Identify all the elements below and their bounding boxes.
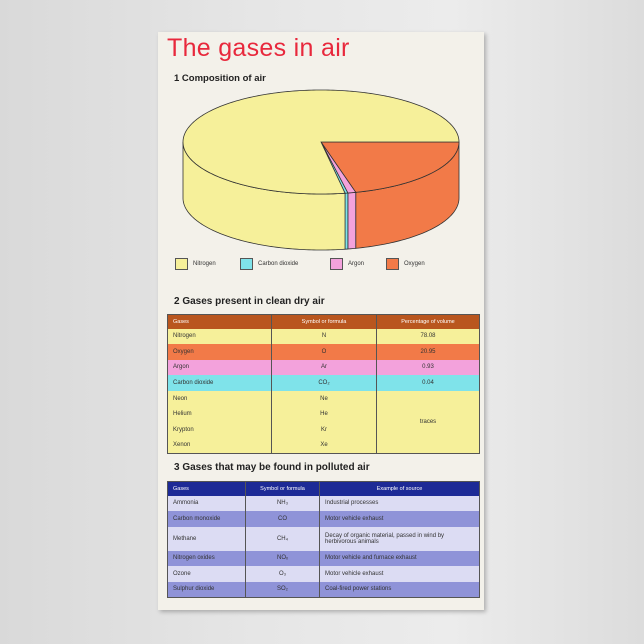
table-row: Nitrogen oxides NOₓ Motor vehicle and fu… xyxy=(167,550,480,567)
source-cell: Motor vehicle and furnace exhaust xyxy=(319,550,480,567)
table-row: Oxygen O 20.95 xyxy=(167,344,480,360)
formula-cell: O₃ xyxy=(245,566,320,582)
table-row: Sulphur dioxide SO₂ Coal-fired power sta… xyxy=(167,581,480,598)
percentage-cell: 0.04 xyxy=(376,375,480,391)
legend-swatch xyxy=(240,258,253,270)
gas-cell: Oxygen xyxy=(167,344,272,360)
col-header: Percentage of volume xyxy=(376,314,480,329)
gas-cell: Ozone xyxy=(167,566,246,582)
formula-cell: CO xyxy=(245,511,320,527)
percentage-cell: 78.08 xyxy=(376,328,480,345)
legend-label: Nitrogen xyxy=(193,261,216,267)
table-row: Carbon monoxide CO Motor vehicle exhaust xyxy=(167,511,480,527)
formula-cell: He xyxy=(271,406,377,423)
formula-cell: Xe xyxy=(271,437,377,454)
pie-slice-nitrogen xyxy=(182,89,460,195)
formula-cell: Ar xyxy=(271,359,377,376)
formula-cell: NOₓ xyxy=(245,550,320,567)
gas-cell: Neon xyxy=(167,390,272,407)
table-row: Ozone O₃ Motor vehicle exhaust xyxy=(167,566,480,582)
legend-item-argon: Argon xyxy=(330,258,364,270)
clean-air-table: Gases Symbol or formula Percentage of vo… xyxy=(167,314,480,454)
source-cell: Motor vehicle exhaust xyxy=(319,511,480,527)
source-cell: Motor vehicle exhaust xyxy=(319,566,480,582)
legend-item-carbon-dioxide: Carbon dioxide xyxy=(240,258,298,270)
poster-title: The gases in air xyxy=(167,34,350,62)
percentage-cell: 20.95 xyxy=(376,344,480,360)
col-header: Example of source xyxy=(319,481,480,496)
section1-heading: 1 Composition of air xyxy=(174,73,266,84)
formula-cell: CO₂ xyxy=(271,375,377,391)
formula-cell: CH₄ xyxy=(245,526,320,551)
legend-label: Argon xyxy=(348,261,365,267)
table-row: Argon Ar 0.93 xyxy=(167,359,480,376)
gas-cell: Sulphur dioxide xyxy=(167,581,246,598)
formula-cell: O xyxy=(271,344,377,360)
gas-cell: Carbon monoxide xyxy=(167,511,246,527)
table-row: Carbon dioxide CO₂ 0.04 xyxy=(167,375,480,391)
table-row: Neon Ne traces xyxy=(167,390,480,454)
gas-cell: Ammonia xyxy=(167,495,246,512)
col-header: Symbol or formula xyxy=(245,481,320,496)
gas-cell: Helium xyxy=(167,406,272,423)
table-row: Nitrogen N 78.08 xyxy=(167,328,480,345)
formula-cell: NH₃ xyxy=(245,495,320,512)
chart-legend: Nitrogen Carbon dioxide Argon Oxygen xyxy=(175,258,475,272)
gas-cell: Krypton xyxy=(167,422,272,438)
polluted-air-table: Gases Symbol or formula Example of sourc… xyxy=(167,481,480,598)
pie-chart xyxy=(182,89,460,251)
col-header: Gases xyxy=(167,481,246,496)
source-cell: Coal-fired power stations xyxy=(319,581,480,598)
pie-side-carbon-dioxide xyxy=(344,192,349,250)
formula-cell: N xyxy=(271,328,377,345)
formula-cell: SO₂ xyxy=(245,581,320,598)
gas-cell: Nitrogen xyxy=(167,328,272,345)
table-header: Gases Symbol or formula Example of sourc… xyxy=(167,481,480,496)
legend-item-oxygen: Oxygen xyxy=(386,258,425,270)
legend-swatch xyxy=(386,258,399,270)
legend-label: Oxygen xyxy=(404,261,425,267)
legend-item-nitrogen: Nitrogen xyxy=(175,258,216,270)
source-cell: Industrial processes xyxy=(319,495,480,512)
pie-side-argon xyxy=(347,191,357,250)
gas-cell: Xenon xyxy=(167,437,272,454)
legend-label: Carbon dioxide xyxy=(258,261,299,267)
col-header: Symbol or formula xyxy=(271,314,377,329)
table-row: Methane CH₄ Decay of organic material, p… xyxy=(167,526,480,551)
source-cell: Decay of organic material, passed in win… xyxy=(319,526,480,551)
gas-cell: Argon xyxy=(167,359,272,376)
percentage-cell: 0.93 xyxy=(376,359,480,376)
section2-heading: 2 Gases present in clean dry air xyxy=(174,296,325,307)
section3-heading: 3 Gases that may be found in polluted ai… xyxy=(174,462,370,473)
poster: The gases in air 1 Composition of air Ni… xyxy=(158,32,484,610)
legend-swatch xyxy=(175,258,188,270)
gas-cell: Carbon dioxide xyxy=(167,375,272,391)
legend-swatch xyxy=(330,258,343,270)
gas-cell: Methane xyxy=(167,526,246,551)
formula-cell: Kr xyxy=(271,422,377,438)
traces-cell: traces xyxy=(376,390,480,454)
table-header: Gases Symbol or formula Percentage of vo… xyxy=(167,314,480,329)
col-header: Gases xyxy=(167,314,272,329)
formula-cell: Ne xyxy=(271,390,377,407)
gas-cell: Nitrogen oxides xyxy=(167,550,246,567)
table-row: Ammonia NH₃ Industrial processes xyxy=(167,495,480,512)
pie-slice-oxygen xyxy=(320,141,460,193)
